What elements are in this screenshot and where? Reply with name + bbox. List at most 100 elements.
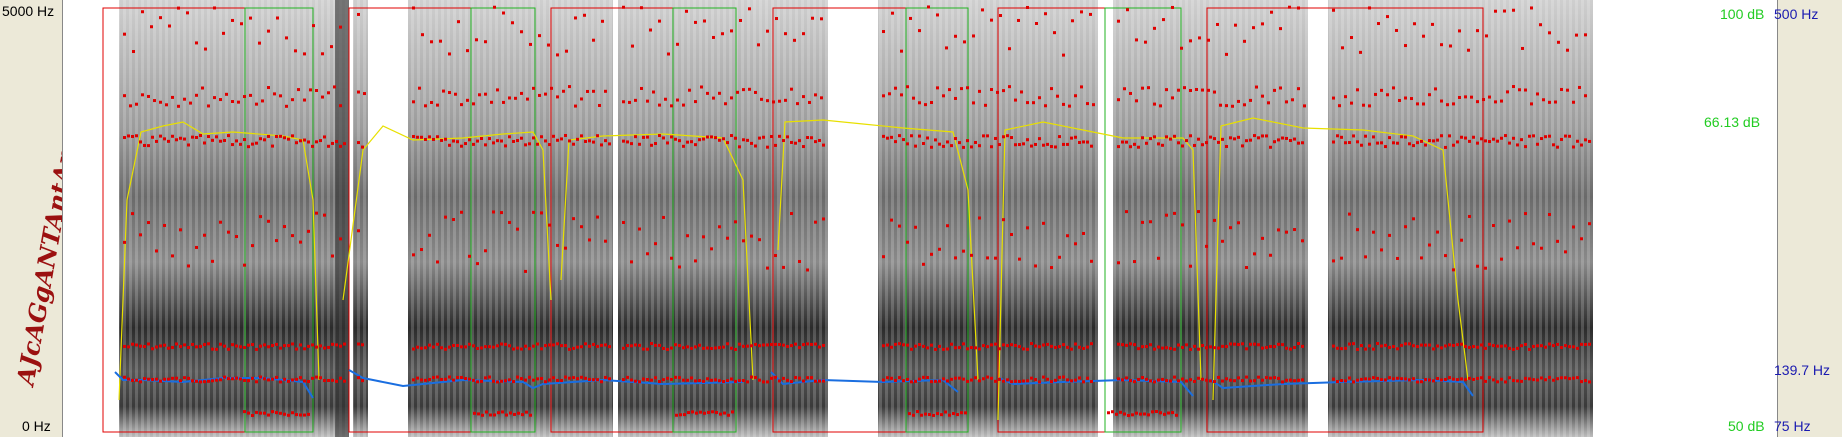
- formant-dot: [1046, 377, 1049, 381]
- formant-dot: [139, 344, 142, 348]
- formant-dot: [448, 345, 451, 349]
- formant-dot: [1034, 264, 1037, 268]
- formant-dot: [225, 92, 228, 96]
- formant-dot: [191, 135, 194, 139]
- formant-dot: [1279, 27, 1282, 31]
- formant-dot: [1485, 34, 1488, 38]
- formant-dot: [1492, 378, 1495, 382]
- formant-dot: [1412, 344, 1415, 348]
- formant-dot: [1086, 345, 1089, 349]
- formant-dot: [654, 142, 657, 146]
- formant-dot: [946, 140, 949, 144]
- formant-dot: [263, 377, 266, 381]
- formant-dot: [331, 254, 334, 258]
- formant-dot: [1568, 377, 1571, 381]
- formant-dot: [1530, 6, 1533, 10]
- formant-dot: [1301, 344, 1304, 348]
- formant-dot: [1512, 8, 1515, 12]
- formant-dot: [1245, 265, 1248, 269]
- formant-dot: [497, 411, 500, 415]
- formant-dot: [201, 86, 204, 90]
- formant-dot: [958, 346, 961, 350]
- formant-dot: [906, 377, 909, 381]
- formant-dot: [1476, 141, 1479, 145]
- formant-dot: [412, 134, 415, 138]
- formant-dot: [1540, 246, 1543, 250]
- formant-dot: [754, 90, 757, 94]
- formant-dot: [902, 343, 905, 347]
- formant-dot: [600, 380, 603, 384]
- formant-dot: [790, 344, 793, 348]
- formant-dot: [694, 100, 697, 104]
- formant-dot: [758, 378, 761, 382]
- formant-dot: [699, 410, 702, 414]
- formant-dot: [588, 377, 591, 381]
- formant-dot: [219, 378, 222, 382]
- formant-dot: [960, 411, 963, 415]
- formant-dot: [1169, 346, 1172, 350]
- formant-dot: [299, 240, 302, 244]
- formant-dot: [1560, 137, 1563, 141]
- spectrogram-svg: [102, 0, 1593, 437]
- formant-dot: [770, 376, 773, 380]
- formant-dot: [1408, 342, 1411, 346]
- formant-dot: [520, 136, 523, 140]
- formant-dot: [327, 345, 330, 349]
- formant-dot: [540, 376, 543, 380]
- formant-dot: [1058, 345, 1061, 349]
- formant-dot: [1050, 145, 1053, 149]
- formant-dot: [1233, 342, 1236, 346]
- formant-dot: [999, 14, 1002, 18]
- formant-dot: [1467, 48, 1470, 52]
- formant-dot: [1111, 410, 1114, 414]
- formant-dot: [247, 379, 250, 383]
- formant-dot: [1428, 378, 1431, 382]
- formant-dot: [1364, 377, 1367, 381]
- formant-dot: [163, 343, 166, 347]
- formant-dot: [452, 378, 455, 382]
- spectrogram-panel[interactable]: [62, 0, 1778, 437]
- formant-dot: [473, 411, 476, 415]
- formant-dot: [886, 136, 889, 140]
- formant-dot: [1213, 346, 1216, 350]
- formant-dot: [706, 135, 709, 139]
- formant-dot: [204, 47, 207, 51]
- formant-dot: [576, 377, 579, 381]
- formant-dot: [255, 347, 258, 351]
- formant-dot: [1231, 104, 1234, 108]
- formant-dot: [1552, 378, 1555, 382]
- formant-dot: [1173, 347, 1176, 351]
- formant-dot: [357, 12, 360, 16]
- formant-dot: [722, 137, 725, 141]
- formant-dot: [528, 142, 531, 146]
- formant-dot: [1078, 376, 1081, 380]
- formant-dot: [544, 380, 547, 384]
- formant-dot: [275, 134, 278, 138]
- formant-dot: [1221, 239, 1224, 243]
- formant-dot: [1496, 344, 1499, 348]
- formant-dot: [1557, 40, 1560, 44]
- formant-dot: [1189, 89, 1192, 93]
- formant-dot: [416, 345, 419, 349]
- formant-dot: [231, 377, 234, 381]
- formant-dot: [890, 135, 893, 139]
- formant-dot: [706, 377, 709, 381]
- formant-dot: [319, 344, 322, 348]
- formant-dot: [802, 32, 805, 36]
- formant-dot: [1436, 344, 1439, 348]
- formant-dot: [1119, 410, 1122, 414]
- formant-dot: [1205, 346, 1208, 350]
- formant-dot: [416, 135, 419, 139]
- formant-dot: [1261, 134, 1264, 138]
- formant-dot: [1536, 142, 1539, 146]
- formant-dot: [1458, 29, 1461, 33]
- formant-dot: [472, 344, 475, 348]
- formant-dot: [357, 229, 360, 233]
- formant-dot: [1032, 101, 1035, 105]
- formant-dot: [972, 34, 975, 38]
- formant-dot: [291, 378, 294, 382]
- formant-dot: [930, 343, 933, 347]
- formant-dot: [662, 136, 665, 140]
- formant-dot: [227, 230, 230, 234]
- segment-box-green: [1104, 7, 1182, 433]
